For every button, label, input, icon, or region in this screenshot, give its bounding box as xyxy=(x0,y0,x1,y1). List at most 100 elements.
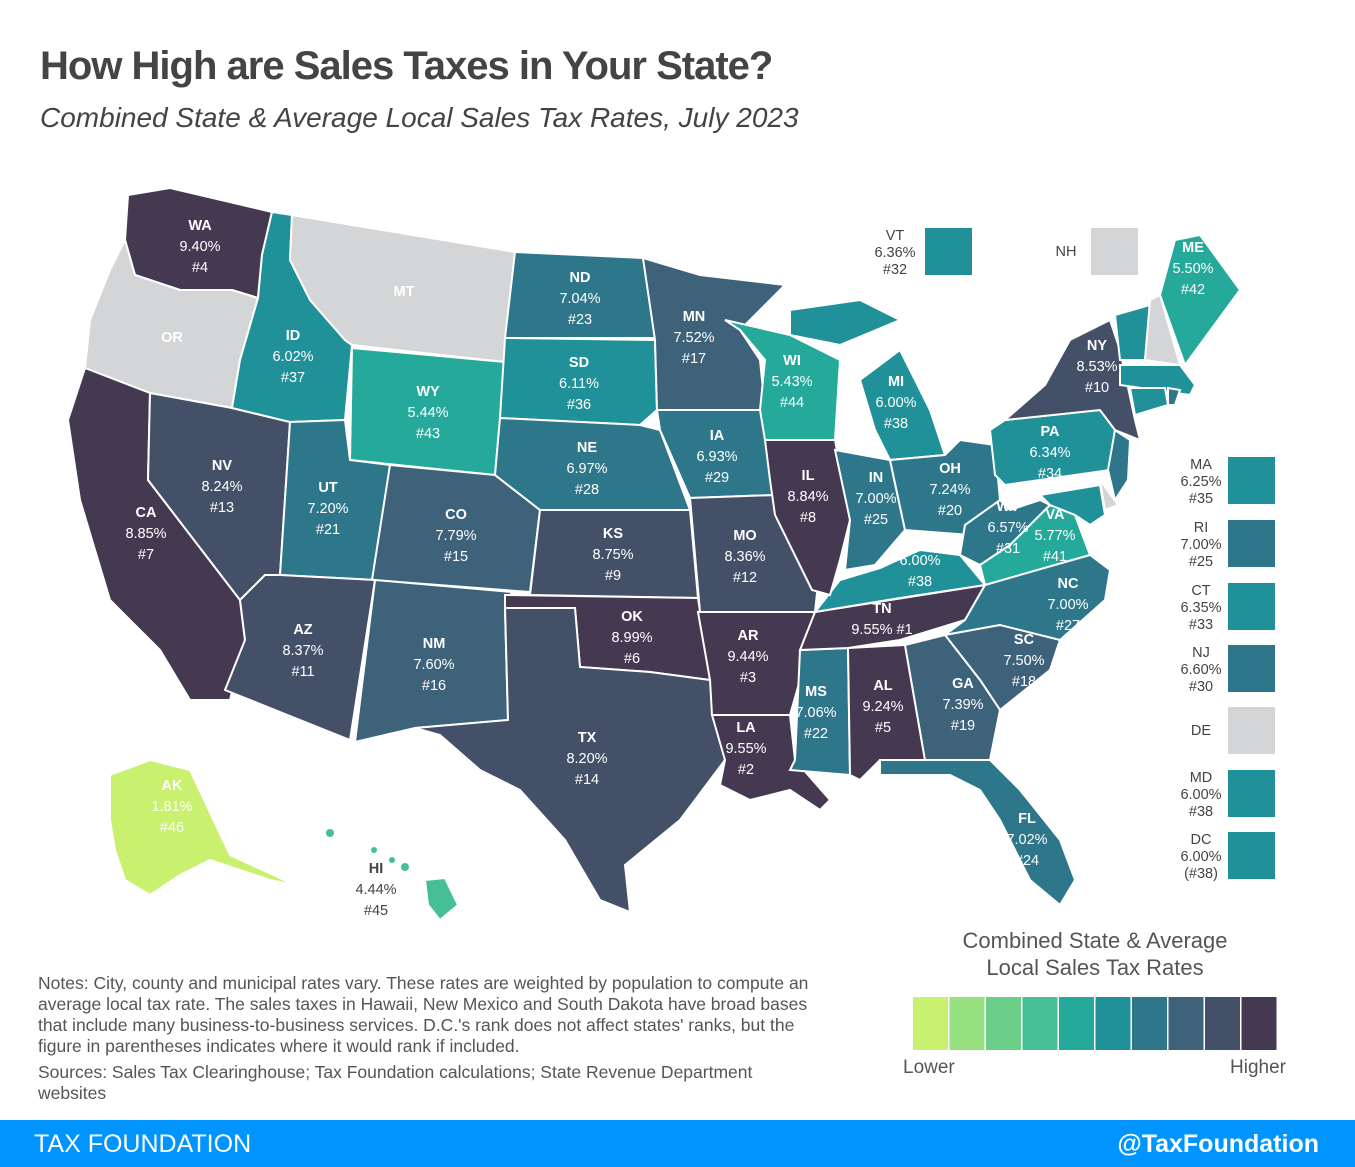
state-rate-fl: 7.02% xyxy=(1006,832,1047,848)
callout-label-de: DE xyxy=(1191,723,1211,739)
state-label-va: VA xyxy=(1045,507,1065,523)
state-la xyxy=(710,714,832,812)
state-label-ak: AK xyxy=(162,778,183,794)
state-me xyxy=(1158,233,1242,368)
state-rank-nc: #27 xyxy=(1056,618,1080,634)
callout-box-de xyxy=(1228,707,1275,754)
state-rate-wa: 9.40% xyxy=(179,239,220,255)
state-rank-me: #42 xyxy=(1181,282,1205,298)
state-wi xyxy=(724,319,842,441)
state-rate-ny: 8.53% xyxy=(1076,359,1117,375)
state-rate-wy: 5.44% xyxy=(407,405,448,421)
callout-box-ma xyxy=(1228,457,1275,504)
legend-swatch xyxy=(1241,997,1277,1050)
state-label-ne: NE xyxy=(577,440,597,456)
state-hi-island xyxy=(371,847,377,853)
state-rank-ca: #7 xyxy=(138,547,154,563)
legend-high-label: Higher xyxy=(1230,1057,1286,1078)
state-label-in: IN xyxy=(869,470,884,486)
state-label-pa: PA xyxy=(1040,424,1060,440)
state-rate-in: 7.00% xyxy=(855,491,896,507)
state-label-ks: KS xyxy=(603,526,623,542)
callout-label-nh: NH xyxy=(1056,244,1077,260)
state-rate-ks: 8.75% xyxy=(592,547,633,563)
state-label-al: AL xyxy=(873,678,892,694)
state-label-ok: OK xyxy=(621,609,643,625)
callout-box-nj xyxy=(1228,645,1275,692)
state-label-nv: NV xyxy=(212,458,232,474)
state-ri xyxy=(1167,386,1182,406)
state-rank-ga: #19 xyxy=(951,718,975,734)
state-label-wy: WY xyxy=(416,384,440,400)
subtitle: Combined State & Average Local Sales Tax… xyxy=(40,102,799,133)
legend-swatch xyxy=(1022,997,1058,1050)
callout-label-vt: VT xyxy=(886,228,905,244)
state-tx xyxy=(414,607,727,914)
callout-rate-ma: 6.25% xyxy=(1180,474,1221,490)
state-rank-va: #41 xyxy=(1043,549,1067,565)
state-rank-al: #5 xyxy=(875,720,891,736)
footer-bar: TAX FOUNDATION @TaxFoundation xyxy=(0,1120,1355,1167)
state-label-tx: TX xyxy=(578,730,597,746)
footer-brand: TAX FOUNDATION xyxy=(34,1130,252,1158)
callout-rate-md: 6.00% xyxy=(1180,787,1221,803)
state-rate-ga: 7.39% xyxy=(942,697,983,713)
callout-rank-ct: #33 xyxy=(1189,617,1213,633)
state-rank-ne: #28 xyxy=(575,482,599,498)
state-label-nm: NM xyxy=(423,636,446,652)
state-label-wa: WA xyxy=(188,218,212,234)
callout-box-md xyxy=(1228,770,1275,817)
state-rate-me: 5.50% xyxy=(1172,261,1213,277)
state-rank-ar: #3 xyxy=(740,670,756,686)
state-rank-mo: #12 xyxy=(733,570,757,586)
state-rate-la: 9.55% xyxy=(725,741,766,757)
legend-swatch xyxy=(949,997,985,1050)
state-label-ca: CA xyxy=(136,505,157,521)
legend-swatch xyxy=(1059,997,1094,1050)
legend-swatch xyxy=(913,997,948,1050)
callout-box-dc xyxy=(1228,832,1275,879)
state-label-il: IL xyxy=(802,468,815,484)
state-rank-wi: #44 xyxy=(780,395,804,411)
state-hi-island xyxy=(389,857,395,863)
footer-handle: @TaxFoundation xyxy=(1117,1130,1319,1158)
state-rank-nm: #16 xyxy=(422,678,446,694)
state-rank-ok: #6 xyxy=(624,651,640,667)
state-rank-nv: #13 xyxy=(210,500,234,516)
state-label-ga: GA xyxy=(952,676,974,692)
state-rate-sc: 7.50% xyxy=(1003,653,1044,669)
legend-swatch xyxy=(1132,997,1167,1050)
state-rank-wy: #43 xyxy=(416,426,440,442)
callout-label-ma: MA xyxy=(1190,457,1212,473)
state-rate-ut: 7.20% xyxy=(307,501,348,517)
state-rank-mi: #38 xyxy=(884,416,908,432)
state-rank-in: #25 xyxy=(864,512,888,528)
state-label-ar: AR xyxy=(738,628,759,644)
state-rate-ky: 6.00% xyxy=(899,553,940,569)
callout-rate-ri: 7.00% xyxy=(1180,537,1221,553)
state-rate-il: 8.84% xyxy=(787,489,828,505)
callout-label-md: MD xyxy=(1190,770,1213,786)
state-rank-id: #37 xyxy=(281,370,305,386)
callout-rate-dc: 6.00% xyxy=(1180,849,1221,865)
state-az xyxy=(223,574,377,742)
state-rate-co: 7.79% xyxy=(435,528,476,544)
state-label-fl: FL xyxy=(1018,811,1036,827)
state-label-la: LA xyxy=(736,720,756,736)
state-ky xyxy=(812,548,987,614)
callout-box-nh xyxy=(1091,228,1138,275)
callout-rate-vt: 6.36% xyxy=(874,245,915,261)
callout-rank-vt: #32 xyxy=(883,262,907,278)
state-label-mo: MO xyxy=(733,528,756,544)
state-rank-az: #11 xyxy=(291,664,314,680)
state-nj xyxy=(1106,428,1132,503)
state-rate-tx: 8.20% xyxy=(566,751,607,767)
state-rank-nd: #23 xyxy=(568,312,592,328)
state-label-hi: HI xyxy=(369,861,384,877)
state-label-mn: MN xyxy=(683,309,706,325)
state-rate-id: 6.02% xyxy=(272,349,313,365)
state-rate-hi: 4.44% xyxy=(355,882,396,898)
state-md xyxy=(1037,483,1107,527)
callout-rank-md: #38 xyxy=(1189,804,1213,820)
state-label-ia: IA xyxy=(710,428,725,444)
